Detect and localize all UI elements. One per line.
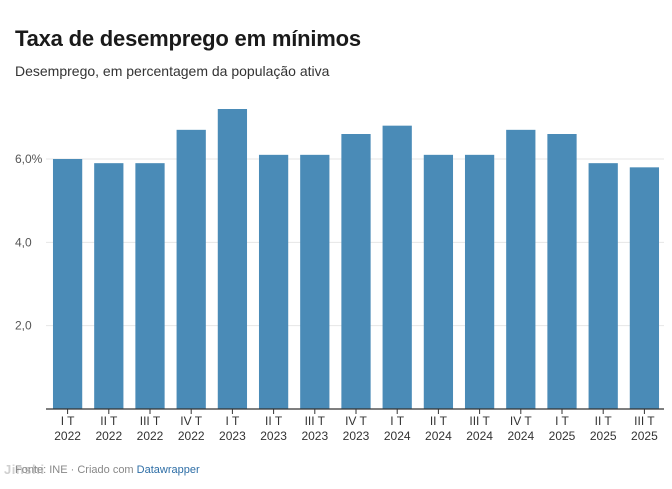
- x-tick-label-quarter: III T: [469, 414, 490, 428]
- x-tick-label-quarter: II T: [430, 414, 448, 428]
- x-tick-label-quarter: II T: [595, 414, 613, 428]
- bar: [629, 167, 660, 409]
- x-tick-label-quarter: IV T: [510, 414, 532, 428]
- source-note: Fonte: INE · Criado com: [15, 464, 134, 476]
- x-tick-label-quarter: IV T: [180, 414, 202, 428]
- bar: [547, 134, 577, 409]
- x-tick-label-quarter: III T: [634, 414, 655, 428]
- x-tick-label-year: 2025: [631, 429, 658, 443]
- bar: [423, 154, 454, 409]
- x-tick-label-quarter: III T: [305, 414, 326, 428]
- x-tick-label-year: 2022: [137, 429, 164, 443]
- y-tick-label: 4,0: [15, 235, 32, 249]
- x-tick-label-year: 2023: [260, 429, 287, 443]
- bar: [94, 163, 124, 409]
- x-tick-label-year: 2022: [95, 429, 122, 443]
- x-tick-label-year: 2024: [507, 429, 534, 443]
- bar: [52, 159, 83, 409]
- x-tick-label-quarter: III T: [140, 414, 161, 428]
- bar: [341, 134, 371, 409]
- bar: [300, 154, 330, 409]
- bar: [176, 129, 206, 410]
- x-tick-label-year: 2023: [301, 429, 328, 443]
- x-tick-label-quarter: I T: [390, 414, 404, 428]
- x-tick-label-year: 2025: [590, 429, 617, 443]
- x-tick-label-quarter: II T: [100, 414, 118, 428]
- x-tick-label-year: 2023: [219, 429, 246, 443]
- x-tick-label-year: 2024: [425, 429, 452, 443]
- x-tick-label-year: 2022: [54, 429, 81, 443]
- chart-subtitle: Desemprego, em percentagem da população …: [15, 63, 330, 79]
- bar: [382, 125, 412, 410]
- x-tick-label-year: 2024: [384, 429, 411, 443]
- x-tick-label-quarter: II T: [265, 414, 283, 428]
- chart-title: Taxa de desemprego em mínimos: [15, 26, 361, 51]
- bar: [258, 154, 289, 409]
- bar: [135, 163, 165, 409]
- bar: [506, 129, 536, 410]
- bar: [588, 163, 618, 409]
- chart-footer: Fonte: INE · Criado com Datawrapper: [15, 464, 200, 476]
- y-tick-label: 2,0: [15, 319, 32, 333]
- bar: [217, 109, 248, 409]
- datawrapper-link[interactable]: Datawrapper: [136, 464, 200, 476]
- x-tick-label-quarter: IV T: [345, 414, 367, 428]
- watermark: Jinshi: [4, 462, 45, 477]
- x-tick-label-year: 2025: [549, 429, 576, 443]
- x-tick-label-quarter: I T: [226, 414, 240, 428]
- y-tick-label: 6,0%: [15, 152, 43, 166]
- x-tick-label-quarter: I T: [555, 414, 569, 428]
- x-tick-label-year: 2022: [178, 429, 205, 443]
- x-tick-label-year: 2023: [343, 429, 370, 443]
- x-tick-label-year: 2024: [466, 429, 493, 443]
- x-tick-label-quarter: I T: [61, 414, 75, 428]
- bar: [464, 154, 495, 409]
